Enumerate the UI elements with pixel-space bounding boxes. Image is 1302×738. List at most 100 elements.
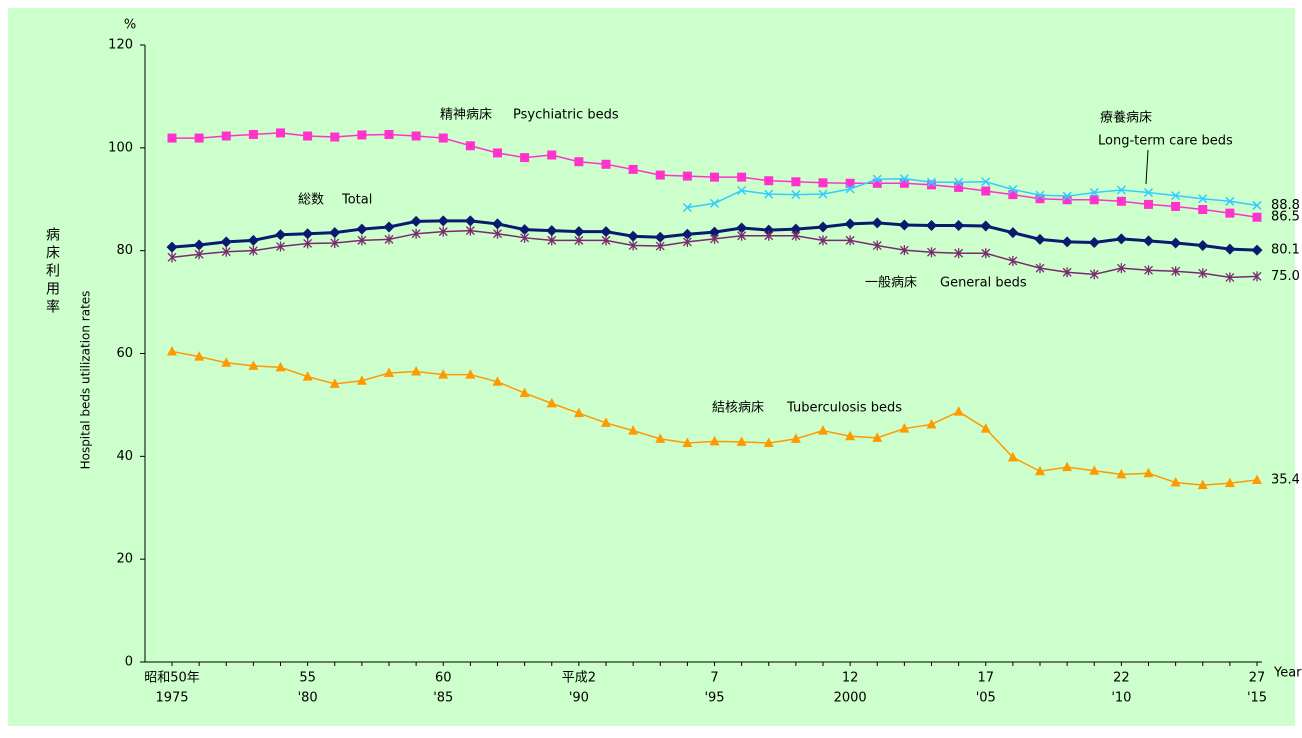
point [546, 225, 558, 237]
point [1143, 188, 1154, 198]
point [411, 131, 421, 141]
point [330, 132, 340, 142]
point [329, 227, 341, 239]
point [872, 432, 883, 442]
point [1252, 271, 1262, 282]
point [954, 248, 964, 259]
point [764, 230, 774, 241]
point [817, 221, 829, 233]
x-tick-label: 27 [1249, 671, 1266, 686]
point [628, 240, 638, 251]
point [953, 219, 965, 231]
point [493, 148, 502, 158]
series-name: 一般病床 [865, 275, 917, 291]
point [844, 218, 856, 230]
y-tick-label: 80 [116, 243, 133, 258]
point [221, 131, 231, 141]
point [845, 430, 856, 441]
point [872, 174, 882, 184]
point [981, 186, 991, 196]
point [383, 221, 395, 233]
point [573, 226, 585, 238]
point [1007, 227, 1019, 239]
x-unit: Year [1273, 666, 1302, 681]
point [1008, 184, 1018, 195]
point [899, 245, 909, 256]
point [628, 164, 638, 174]
point [1197, 240, 1209, 252]
x-tick-label-ad: '85 [433, 691, 453, 706]
point [410, 215, 422, 227]
value-label: 86.5 [1271, 210, 1300, 225]
point [573, 407, 584, 418]
x-tick-label: 60 [435, 671, 452, 686]
point [411, 365, 422, 376]
point [655, 241, 665, 252]
point [438, 133, 448, 143]
point [1251, 244, 1263, 256]
point [275, 361, 286, 372]
point [303, 238, 313, 249]
series-name: 結核病床 [712, 401, 764, 416]
value-label: 75.0 [1271, 269, 1300, 284]
x-tick-label: 12 [842, 671, 859, 686]
point [682, 171, 692, 181]
series-name: 精神病床 [440, 108, 492, 123]
series-name: 総数 [298, 193, 324, 208]
point [927, 180, 936, 190]
point [1225, 208, 1235, 218]
point [465, 225, 475, 236]
point [1007, 451, 1018, 462]
point [1062, 191, 1072, 201]
point [167, 252, 177, 263]
point [276, 241, 285, 252]
point [547, 150, 557, 160]
point [1224, 243, 1236, 255]
series-line [687, 177, 1258, 209]
y-tick-label: 120 [108, 38, 133, 53]
point [1143, 467, 1154, 478]
point [980, 220, 992, 232]
point [1198, 194, 1208, 204]
point [736, 436, 747, 446]
point [1225, 196, 1235, 206]
point [899, 423, 910, 433]
y-label-en: Hospital beds utilization rates [79, 291, 93, 470]
value-label: 35.4 [1271, 472, 1300, 487]
point [1035, 190, 1045, 200]
point [1197, 479, 1208, 490]
point [898, 219, 910, 231]
chart-background [8, 8, 1295, 726]
series-name-en: Total [341, 193, 372, 208]
x-tick-label-ad: 2000 [834, 691, 867, 706]
x-tick-label-ad: '10 [1111, 691, 1131, 706]
point [547, 235, 557, 246]
point [655, 170, 665, 180]
point [302, 228, 314, 240]
point [736, 222, 748, 234]
point [221, 246, 231, 257]
point [1116, 468, 1127, 479]
series-name-en: Tuberculosis beds [786, 401, 902, 416]
point [464, 215, 476, 227]
point [574, 157, 584, 167]
point [1062, 267, 1072, 278]
x-tick-label: 昭和50年 [144, 671, 200, 686]
x-tick-label-ad: 1975 [155, 691, 188, 706]
series-name-en: General beds [940, 276, 1027, 291]
point [193, 239, 205, 251]
x-tick-label: 55 [299, 671, 316, 686]
y-tick-label: 20 [116, 552, 133, 567]
point [357, 130, 367, 140]
point [167, 345, 177, 356]
y-tick-label: 100 [108, 140, 133, 155]
point [1252, 200, 1262, 210]
point [980, 423, 991, 433]
point [1171, 201, 1181, 211]
point [574, 235, 584, 246]
y-tick-label: 60 [116, 346, 133, 361]
point [1116, 185, 1126, 195]
point [384, 367, 394, 378]
point [437, 215, 449, 227]
point [790, 433, 801, 443]
